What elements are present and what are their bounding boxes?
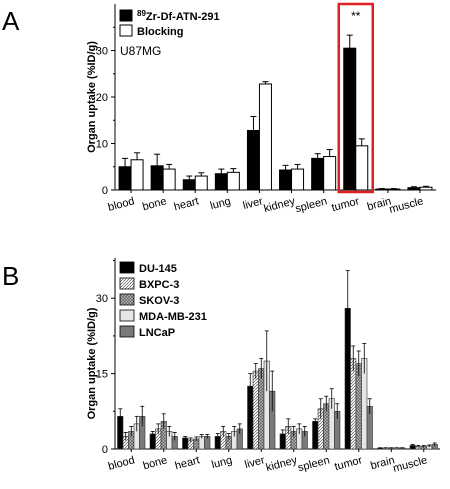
bar xyxy=(118,166,132,191)
y-axis-title: Organ uptake (%ID/g) xyxy=(86,41,98,153)
x-category-label: liver xyxy=(242,195,265,212)
bar xyxy=(194,175,208,191)
bar xyxy=(246,129,260,191)
legend-label: DU-145 xyxy=(139,263,177,275)
bar xyxy=(407,187,421,191)
y-tick-label: 10 xyxy=(96,139,108,151)
legend-swatch xyxy=(119,293,135,306)
cell-line-label: U87MG xyxy=(120,44,161,58)
legend-swatch xyxy=(119,277,135,290)
bar xyxy=(130,159,144,191)
x-category-label: blood xyxy=(107,454,136,473)
bar xyxy=(182,437,189,450)
legend-label: Blocking xyxy=(137,26,183,38)
y-tick-label: 30 xyxy=(96,46,108,58)
tumor-highlight-box xyxy=(337,2,374,194)
x-category-label: liver xyxy=(243,454,266,471)
bar xyxy=(312,421,319,450)
y-tick-label: 20 xyxy=(96,92,108,104)
legend-label: SKOV-3 xyxy=(139,295,179,307)
y-tick-label: 0 xyxy=(102,444,108,456)
legend-label: MDA-MB-231 xyxy=(139,311,207,323)
y-tick-label: 30 xyxy=(96,293,108,305)
legend-swatch xyxy=(119,309,135,322)
x-category-label: spleen xyxy=(297,454,331,474)
x-category-label: bone xyxy=(142,454,169,472)
bar xyxy=(355,363,362,450)
x-category-label: kidney xyxy=(263,195,297,215)
panel-b-chart: B 0 15 30 Organ uptake (%ID/g) blood bone heart… xyxy=(2,258,440,475)
y-axis-title: Organ uptake (%ID/g) xyxy=(86,307,98,419)
x-category-label: tumor xyxy=(330,195,361,214)
legend-label: BXPC-3 xyxy=(139,279,179,291)
x-category-label: blood xyxy=(107,195,136,214)
x-category-label: spleen xyxy=(294,195,328,215)
bar xyxy=(291,168,305,191)
bar xyxy=(258,83,272,191)
legend-label: 89Zr-Df-ATN-291 xyxy=(137,9,220,23)
bar xyxy=(150,165,164,191)
bar xyxy=(350,358,357,450)
bar xyxy=(323,156,337,191)
legend-swatch xyxy=(119,325,135,338)
bar xyxy=(419,186,433,191)
y-tick-label: 0 xyxy=(102,185,108,197)
significance-marker: ** xyxy=(351,9,361,23)
bar xyxy=(214,173,228,191)
bar xyxy=(355,145,369,191)
legend-swatch xyxy=(119,24,133,37)
x-category-label: lung xyxy=(209,195,232,212)
x-category-label: tumor xyxy=(333,454,364,473)
x-category-label: muscle xyxy=(392,454,429,475)
bar xyxy=(375,188,389,191)
panel-letter-b: B xyxy=(2,261,19,291)
bar xyxy=(387,188,401,191)
x-category-label: heart xyxy=(174,454,201,472)
legend-swatch xyxy=(119,261,135,274)
x-category-label: lung xyxy=(210,454,233,471)
legend-swatch xyxy=(119,9,133,22)
panel-letter-a: A xyxy=(2,6,20,36)
bar xyxy=(258,368,265,450)
legend-label: LNCaP xyxy=(139,327,175,339)
x-category-label: bone xyxy=(141,195,168,213)
bar xyxy=(343,47,357,191)
bar xyxy=(311,157,325,191)
x-category-label: muscle xyxy=(388,195,425,216)
y-tick-label: 15 xyxy=(96,369,108,381)
x-category-label: heart xyxy=(173,195,200,213)
x-category-label: kidney xyxy=(265,454,299,474)
bar xyxy=(279,169,293,191)
bar xyxy=(182,179,196,191)
bar xyxy=(252,370,259,450)
bar xyxy=(226,171,240,191)
bar xyxy=(162,168,176,191)
